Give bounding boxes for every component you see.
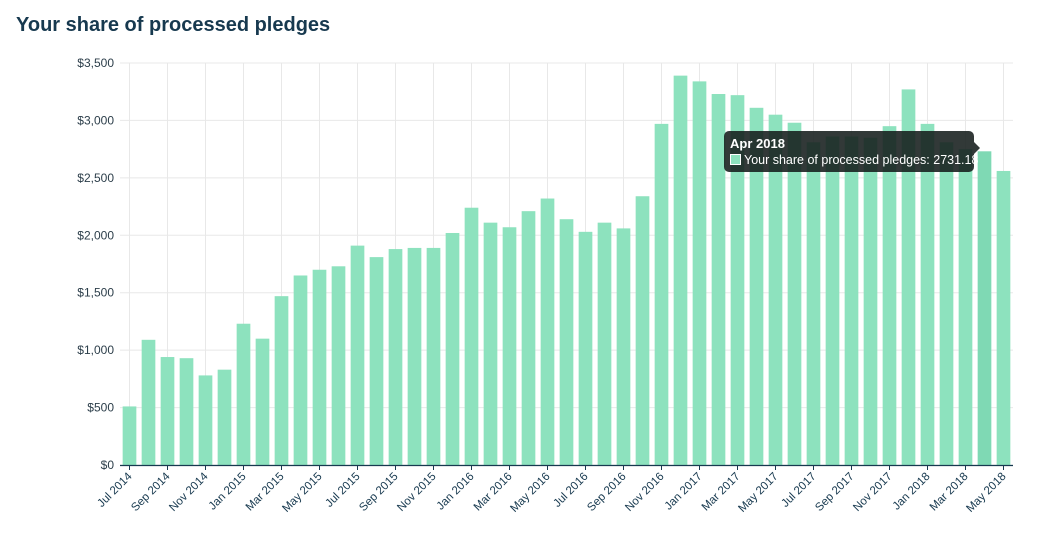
bar[interactable] — [388, 249, 403, 465]
bar[interactable] — [863, 137, 878, 465]
bar[interactable] — [521, 211, 536, 465]
bar[interactable] — [559, 219, 574, 465]
bar[interactable] — [483, 222, 498, 465]
bar[interactable] — [331, 266, 346, 465]
bar[interactable] — [920, 123, 935, 466]
bar[interactable] — [616, 228, 631, 465]
tooltip: Apr 2018 Your share of processed pledges… — [724, 131, 980, 172]
bar[interactable] — [407, 247, 422, 465]
bar[interactable] — [958, 149, 973, 465]
x-tick-label: Nov 2015 — [395, 471, 438, 514]
bar[interactable] — [654, 123, 669, 466]
bar[interactable] — [122, 406, 137, 465]
tooltip-label: Your share of processed pledges: 2731.18 — [744, 153, 979, 167]
bar[interactable] — [350, 245, 365, 465]
bar[interactable] — [464, 207, 479, 465]
bar[interactable] — [179, 358, 194, 465]
x-tick-label: Sep 2016 — [585, 471, 628, 514]
y-tick-label: $2,500 — [77, 171, 114, 185]
y-tick-label: $0 — [101, 458, 115, 472]
x-tick-label: Nov 2017 — [851, 471, 894, 514]
bar[interactable] — [597, 222, 612, 465]
y-tick-label: $500 — [87, 401, 114, 415]
x-tick-label: Jan 2016 — [435, 471, 477, 513]
bar[interactable] — [236, 323, 251, 465]
x-tick-label: May 2016 — [508, 471, 552, 515]
x-tick-label: Jul 2014 — [95, 470, 135, 510]
bar[interactable] — [160, 357, 175, 465]
y-tick-label: $1,000 — [77, 343, 114, 357]
bar[interactable] — [198, 375, 213, 465]
bar[interactable] — [692, 81, 707, 466]
x-tick-label: May 2017 — [736, 471, 780, 515]
x-tick-label: May 2015 — [280, 471, 324, 515]
x-tick-label: May 2018 — [964, 471, 1008, 515]
x-tick-label: Sep 2017 — [813, 471, 856, 514]
bar[interactable] — [141, 339, 156, 465]
y-tick-label: $3,500 — [77, 56, 114, 70]
x-tick-label: Jan 2017 — [663, 471, 705, 513]
bar[interactable] — [749, 107, 764, 466]
bar[interactable] — [274, 296, 289, 465]
bar[interactable] — [673, 75, 688, 466]
bar[interactable] — [730, 95, 745, 465]
bar[interactable] — [768, 114, 783, 465]
y-tick-label: $1,500 — [77, 286, 114, 300]
bar[interactable] — [255, 338, 270, 465]
bar[interactable] — [977, 151, 992, 465]
tooltip-swatch — [730, 154, 741, 165]
bar[interactable] — [635, 196, 650, 465]
y-axis-ticks: $0 $500 $1,000 $1,500 $2,000 $2,500 $3,000 $3,5… — [77, 56, 114, 472]
bar[interactable] — [901, 89, 916, 465]
bar[interactable] — [578, 231, 593, 465]
tooltip-row: Your share of processed pledges: 2731.18 — [730, 153, 978, 167]
bar[interactable] — [996, 170, 1011, 466]
bar[interactable] — [217, 369, 232, 465]
bar[interactable] — [312, 269, 327, 465]
bar[interactable] — [787, 122, 802, 466]
x-tick-label: Sep 2014 — [129, 470, 173, 514]
tooltip-title: Apr 2018 — [730, 136, 785, 151]
bar[interactable] — [711, 94, 726, 466]
y-tick-label: $3,000 — [77, 113, 114, 127]
x-tick-label: Jul 2015 — [323, 471, 362, 510]
page-title: Your share of processed pledges — [16, 14, 331, 36]
bar[interactable] — [293, 275, 308, 465]
bar[interactable] — [445, 232, 460, 465]
x-tick-label: Nov 2016 — [623, 471, 666, 514]
bar[interactable] — [426, 247, 441, 465]
x-tick-label: Jul 2017 — [779, 471, 818, 510]
bar[interactable] — [844, 136, 859, 465]
x-tick-label: Jan 2015 — [207, 471, 249, 513]
y-tick-label: $2,000 — [77, 228, 114, 242]
bar[interactable] — [502, 227, 517, 465]
x-tick-label: Jan 2018 — [891, 471, 933, 513]
bars — [122, 75, 1011, 466]
bar[interactable] — [806, 142, 821, 465]
bar[interactable] — [825, 136, 840, 465]
bar[interactable] — [882, 126, 897, 466]
x-tick-label: Jul 2016 — [551, 471, 590, 510]
bar[interactable] — [369, 257, 384, 465]
bar[interactable] — [939, 142, 954, 465]
x-tick-label: Sep 2015 — [357, 471, 400, 514]
bar[interactable] — [540, 198, 555, 465]
x-tick-label: Nov 2014 — [167, 470, 211, 514]
